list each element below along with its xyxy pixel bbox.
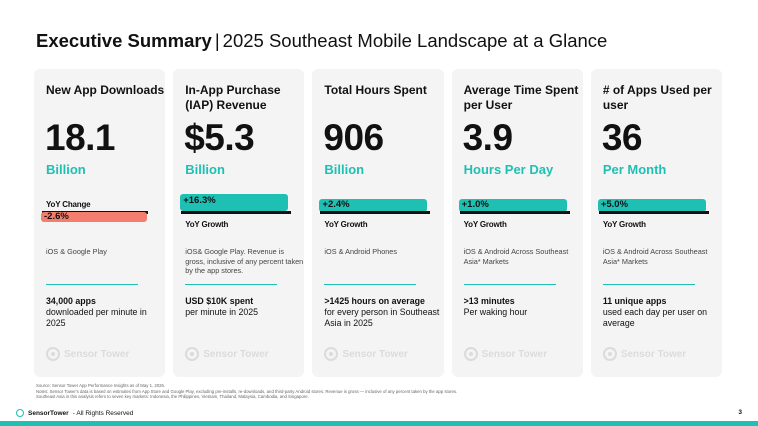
note-line: Source: Sensor Tower App Performance Ins…	[36, 383, 166, 388]
metric-card: Total Hours Spent 906 Billion +2.4% YoY …	[312, 69, 444, 377]
metric-cards: New App Downloads 18.1 Billion YoY Chang…	[34, 69, 723, 377]
yoy-label: YoY Change	[46, 200, 91, 209]
sensor-tower-watermark-icon	[463, 347, 478, 361]
card-divider	[324, 284, 417, 285]
note-line: Notes: Sensor Tower's data is based on e…	[36, 388, 458, 394]
footer: SensorTower - All Rights Reserved	[16, 409, 133, 417]
metric-description: iOS & Google Play	[46, 247, 107, 256]
metric-detail-text: Per waking hour	[463, 307, 528, 317]
metric-description: iOS & Android Across Southeast Asia* Mar…	[602, 247, 708, 266]
metric-unit: Billion	[324, 162, 365, 177]
page-title: Executive Summary | 2025 Southeast Mobile …	[36, 30, 607, 52]
source-notes: Source: Sensor Tower App Performance Ins…	[36, 383, 696, 400]
metric-value: 18.1	[45, 117, 116, 158]
note-line: Southeast Asia in this analysis refers t…	[36, 394, 309, 400]
sensor-tower-watermark-icon	[602, 347, 617, 361]
watermark-text: Sensor Tower	[203, 348, 269, 360]
metric-description: iOS & Android Across Southeast Asia* Mar…	[463, 247, 569, 266]
metric-label: # of Apps Used per user	[602, 83, 712, 112]
page-title-separator: |	[214, 30, 220, 51]
watermark-text: Sensor Tower	[342, 348, 408, 360]
metric-label: Average Time Spent per User	[463, 83, 579, 112]
sensor-tower-watermark: Sensor Tower	[463, 347, 547, 361]
yoy-divider-bar	[598, 211, 709, 214]
watermark-text: Sensor Tower	[481, 348, 547, 360]
yoy-label: YoY Growth	[602, 220, 646, 229]
metric-value: 906	[323, 117, 384, 158]
footer-brand: SensorTower	[28, 409, 69, 417]
page-title-subtitle: 2025 Southeast Mobile Landscape at a Gla…	[222, 30, 608, 51]
metric-unit: Billion	[46, 162, 86, 177]
yoy-label: YoY Growth	[185, 220, 229, 229]
metric-value: 3.9	[462, 117, 513, 158]
page-title-main: Executive Summary	[36, 30, 212, 51]
metric-label: Total Hours Spent	[324, 83, 427, 97]
metric-detail-text: used each day per user on average	[602, 307, 707, 328]
sensor-tower-watermark: Sensor Tower	[602, 347, 687, 361]
metric-unit: Billion	[185, 162, 225, 177]
yoy-label: YoY Growth	[324, 220, 368, 229]
card-divider	[602, 284, 695, 285]
metric-detail: >1425 hours on average for every person …	[324, 296, 443, 329]
card-divider	[463, 284, 556, 285]
yoy-divider-bar	[320, 211, 431, 214]
metric-detail: 11 unique apps used each day per user on…	[603, 296, 722, 329]
yoy-value-badge: +2.4%	[319, 199, 428, 212]
metric-detail: >13 minutes Per waking hour	[464, 296, 583, 318]
metric-label: New App Downloads	[46, 83, 165, 97]
metric-card: New App Downloads 18.1 Billion YoY Chang…	[34, 69, 166, 377]
sensor-tower-watermark-icon	[324, 347, 339, 361]
yoy-value-badge: +5.0%	[597, 199, 706, 212]
metric-value: $5.3	[184, 117, 255, 158]
sensor-tower-watermark-icon	[46, 347, 60, 361]
yoy-value-badge: +1.0%	[458, 199, 567, 212]
metric-card: In-App Purchase (IAP) Revenue $5.3 Billi…	[173, 69, 305, 377]
metric-detail-highlight: 34,000 apps	[46, 296, 96, 306]
metric-description: iOS& Google Play. Revenue is gross, incl…	[185, 247, 304, 275]
metric-detail-highlight: >1425 hours on average	[324, 296, 425, 306]
metric-unit: Hours Per Day	[463, 162, 554, 177]
metric-detail-text: downloaded per minute in 2025	[46, 307, 147, 328]
sensor-tower-watermark: Sensor Tower	[46, 347, 129, 361]
card-divider	[46, 284, 138, 285]
card-divider	[185, 284, 278, 285]
watermark-text: Sensor Tower	[64, 348, 130, 360]
metric-detail-highlight: >13 minutes	[463, 296, 515, 306]
footer-rights: - All Rights Reserved	[72, 409, 134, 417]
sensor-tower-watermark: Sensor Tower	[185, 347, 269, 361]
yoy-divider-bar	[181, 211, 292, 214]
metric-label: In-App Purchase (IAP) Revenue	[185, 83, 281, 112]
sensor-tower-watermark: Sensor Tower	[324, 347, 408, 361]
yoy-divider-bar	[459, 211, 570, 214]
page-number: 3	[738, 409, 742, 416]
metric-card: Average Time Spent per User 3.9 Hours Pe…	[451, 69, 583, 377]
yoy-value-badge: +16.3%	[180, 194, 289, 211]
sensor-tower-logo-icon	[16, 409, 24, 417]
metric-detail: 34,000 apps downloaded per minute in 202…	[46, 296, 165, 329]
metric-description: iOS & Android Phones	[324, 247, 398, 256]
bottom-accent-bar	[0, 421, 758, 426]
sensor-tower-watermark-icon	[185, 347, 200, 361]
watermark-text: Sensor Tower	[620, 348, 687, 360]
yoy-value-badge: -2.6%	[41, 212, 147, 222]
metric-detail-highlight: 11 unique apps	[602, 296, 667, 306]
metric-detail-text: for every person in Southeast Asia in 20…	[324, 307, 440, 328]
yoy-label: YoY Growth	[463, 220, 507, 229]
metric-detail-text: per minute in 2025	[185, 307, 259, 317]
metric-card: # of Apps Used per user 36 Per Month +5.…	[590, 69, 723, 377]
metric-detail: USD $10K spent per minute in 2025	[185, 296, 304, 318]
metric-unit: Per Month	[602, 162, 667, 177]
metric-value: 36	[601, 117, 643, 158]
metric-detail-highlight: USD $10K spent	[185, 296, 254, 306]
